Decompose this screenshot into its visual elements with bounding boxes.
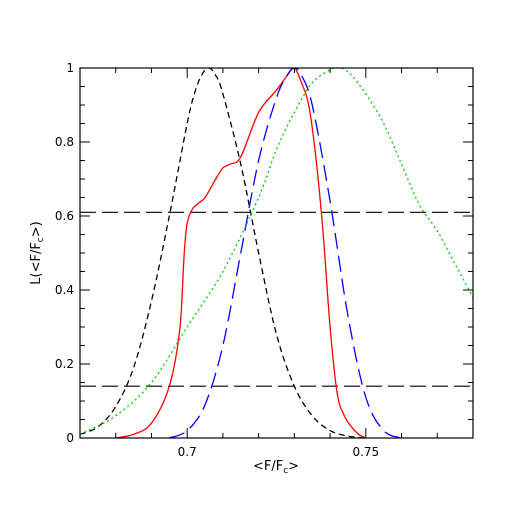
y-axis-title-main: L(<F/F [29, 242, 44, 285]
x-axis-title-subscript: c [283, 466, 288, 476]
y-tick-label: 0.6 [55, 209, 74, 223]
axis-ticks [79, 67, 474, 439]
y-tick-label: 0.8 [55, 135, 74, 149]
series-line-3 [80, 68, 473, 435]
x-tick-label: 0.75 [352, 445, 379, 459]
series-line-2 [169, 68, 402, 438]
series-line-1 [115, 68, 367, 438]
y-tick-label: 0.4 [55, 283, 74, 297]
series-curves [80, 68, 473, 438]
x-axis-title-end: > [288, 459, 299, 474]
y-axis-title-end: >) [29, 221, 44, 237]
x-axis-title: <F/Fc> [253, 459, 299, 476]
y-tick-label: 0 [66, 431, 74, 445]
series-line-0 [80, 68, 366, 438]
x-axis-title-main: <F/F [253, 459, 283, 474]
y-axis-title-subscript: c [36, 237, 46, 242]
reference-lines [80, 211, 473, 387]
plot-frame [79, 67, 474, 439]
y-axis-title: L(<F/Fc>) [29, 221, 46, 284]
y-tick-label: 0.2 [55, 357, 74, 371]
y-tick-label: 1 [66, 61, 74, 75]
x-tick-label: 0.7 [178, 445, 197, 459]
tick-labels: 0 0.2 0.4 0.6 0.8 1 0.7 0.75 [55, 61, 379, 459]
